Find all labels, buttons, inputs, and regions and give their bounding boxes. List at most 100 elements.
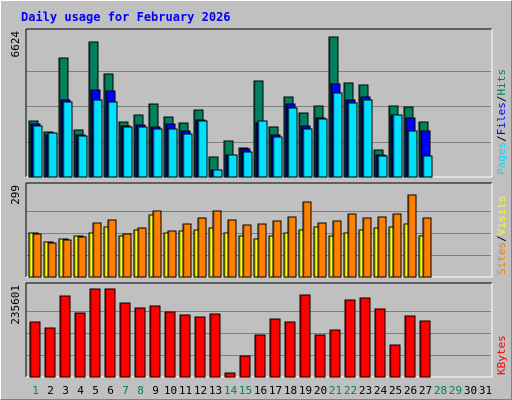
bar-sites-15 [242, 224, 252, 278]
bar-sites-14-body [227, 219, 237, 278]
bar-pages-3 [62, 101, 73, 178]
day-label-21: 21 [329, 384, 342, 397]
legend-item-pages: Pages [495, 142, 508, 175]
day-label-9: 9 [152, 384, 159, 397]
bar-kbytes-19 [299, 294, 311, 378]
chart-title: Daily usage for February 2026 [21, 10, 231, 24]
bar-pages-11-body [182, 133, 193, 178]
day-label-4: 4 [77, 384, 84, 397]
bar-kbytes-22 [344, 299, 356, 378]
day-label-26: 26 [404, 384, 417, 397]
bar-pages-27-body [422, 155, 433, 178]
legend-item-sites: Sites [495, 242, 508, 275]
bar-sites-19-body [302, 201, 312, 278]
bar-pages-8 [137, 126, 148, 178]
bar-kbytes-7-body [119, 302, 131, 378]
bar-pages-16-body [257, 120, 268, 178]
bar-sites-4-body [77, 236, 87, 278]
bar-kbytes-3-body [59, 295, 71, 378]
bar-kbytes-11 [179, 314, 191, 378]
bar-pages-9-body [152, 128, 163, 178]
bar-sites-23-body [362, 217, 372, 278]
legend-item-files: Files [495, 102, 508, 135]
bar-pages-17 [272, 136, 283, 178]
bar-kbytes-13 [209, 313, 221, 378]
bar-pages-21 [332, 92, 343, 178]
day-label-29: 29 [449, 384, 462, 397]
bar-pages-15-body [242, 151, 253, 178]
bar-pages-15 [242, 151, 253, 178]
legend-item-slash: / [495, 135, 508, 142]
bar-pages-16 [257, 120, 268, 178]
bar-sites-7 [122, 233, 132, 278]
day-label-2: 2 [47, 384, 54, 397]
bar-pages-20-body [317, 118, 328, 178]
bar-kbytes-25-body [389, 344, 401, 378]
bar-sites-10 [167, 230, 177, 278]
bar-kbytes-18 [284, 321, 296, 378]
bar-pages-22 [347, 102, 358, 178]
day-label-15: 15 [239, 384, 252, 397]
legend-item-slash: / [495, 235, 508, 242]
bar-kbytes-21 [329, 329, 341, 378]
bar-sites-7-body [122, 233, 132, 278]
bar-pages-12 [197, 120, 208, 178]
day-label-23: 23 [359, 384, 372, 397]
bar-sites-18-body [287, 216, 297, 278]
bar-sites-24 [377, 216, 387, 278]
bar-kbytes-21-body [329, 329, 341, 378]
bar-sites-23 [362, 217, 372, 278]
day-label-22: 22 [344, 384, 357, 397]
day-label-12: 12 [194, 384, 207, 397]
bar-sites-1-body [32, 233, 42, 278]
bar-sites-25 [392, 213, 402, 278]
bar-pages-26 [407, 130, 418, 178]
bar-pages-14-body [227, 154, 238, 178]
bar-kbytes-26-body [404, 315, 416, 378]
bar-kbytes-14-body [224, 372, 236, 378]
bar-sites-8 [137, 227, 147, 278]
bar-pages-18-body [287, 107, 298, 178]
bar-pages-26-body [407, 130, 418, 178]
bar-pages-2-body [47, 132, 58, 178]
bar-pages-7 [122, 126, 133, 178]
bar-sites-9-body [152, 210, 162, 278]
legend-item-slash: / [495, 96, 508, 103]
day-label-25: 25 [389, 384, 402, 397]
bar-pages-8-body [137, 126, 148, 178]
day-label-5: 5 [92, 384, 99, 397]
bar-sites-20-body [317, 222, 327, 278]
bar-sites-20 [317, 222, 327, 278]
day-label-16: 16 [254, 384, 267, 397]
bar-sites-15-body [242, 224, 252, 278]
bar-pages-3-body [62, 101, 73, 178]
bar-sites-3 [62, 239, 72, 278]
day-label-14: 14 [224, 384, 238, 397]
day-label-11: 11 [179, 384, 192, 397]
bar-sites-13-body [212, 210, 222, 278]
max-label-kbytes: 235601 [9, 285, 22, 325]
bar-kbytes-15 [239, 355, 251, 378]
day-label-13: 13 [209, 384, 222, 397]
bar-kbytes-5 [89, 288, 101, 378]
bar-kbytes-27-body [419, 320, 431, 378]
bar-kbytes-6 [104, 288, 116, 378]
bar-pages-24-body [377, 155, 388, 178]
bar-kbytes-22-body [344, 299, 356, 378]
bar-sites-13 [212, 210, 222, 278]
bar-pages-18 [287, 107, 298, 178]
bar-pages-11 [182, 133, 193, 178]
bar-kbytes-17 [269, 318, 281, 378]
legend-visits: Sites/Visits [495, 196, 508, 276]
bar-sites-6 [107, 219, 117, 278]
bar-pages-22-body [347, 102, 358, 178]
bar-kbytes-27 [419, 320, 431, 378]
bar-pages-4 [77, 135, 88, 178]
bar-pages-5 [92, 99, 103, 178]
bar-kbytes-23 [359, 297, 371, 378]
bar-kbytes-5-body [89, 288, 101, 378]
bar-pages-21-body [332, 92, 343, 178]
bar-sites-5 [92, 222, 102, 278]
